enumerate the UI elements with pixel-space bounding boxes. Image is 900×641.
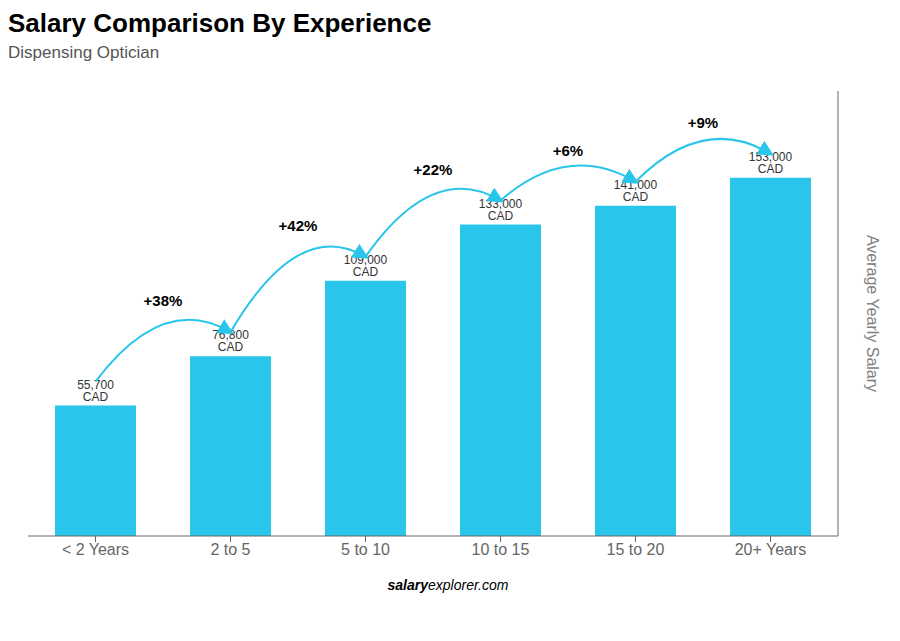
svg-text:10 to 15: 10 to 15: [472, 541, 530, 558]
html-text:141,000: 141,000: [613, 177, 658, 192]
html-text:55,700: 55,700: [77, 377, 114, 392]
html-text:CAD: CAD: [622, 189, 649, 204]
svg-text:< 2 Years: < 2 Years: [62, 541, 129, 558]
svg-text:2 to 5: 2 to 5: [210, 541, 250, 558]
html-text:76,800: 76,800: [212, 328, 249, 343]
html-text:Salary Comparison By Experienc: Salary Comparison By Experience: [8, 8, 432, 38]
html-text:133,000: 133,000: [478, 196, 523, 211]
html-text:salary explorer.com: salary explorer.com: [387, 577, 509, 593]
svg-text:20+ Years: 20+ Years: [735, 541, 807, 558]
svg-text:153,000CAD: 153,000CAD: [749, 150, 793, 176]
html-text:CAD: CAD: [82, 389, 109, 404]
svg-text:+9%: +9%: [688, 114, 718, 131]
svg-text:+38%: +38%: [144, 292, 183, 309]
html-text:CAD: CAD: [352, 264, 379, 279]
svg-text:15 to 20: 15 to 20: [607, 541, 665, 558]
svg-text:+6%: +6%: [553, 142, 583, 159]
svg-text:5 to 10: 5 to 10: [341, 541, 390, 558]
html-text:CAD: CAD: [487, 208, 514, 223]
svg-text:+42%: +42%: [279, 217, 318, 234]
svg-text:Average Yearly Salary: Average Yearly Salary: [864, 235, 881, 392]
html-text:CAD: CAD: [217, 340, 244, 355]
html-text:109,000: 109,000: [343, 252, 388, 267]
html-text:Dispensing Optician: Dispensing Optician: [8, 43, 160, 62]
svg-text:+22%: +22%: [414, 161, 453, 178]
